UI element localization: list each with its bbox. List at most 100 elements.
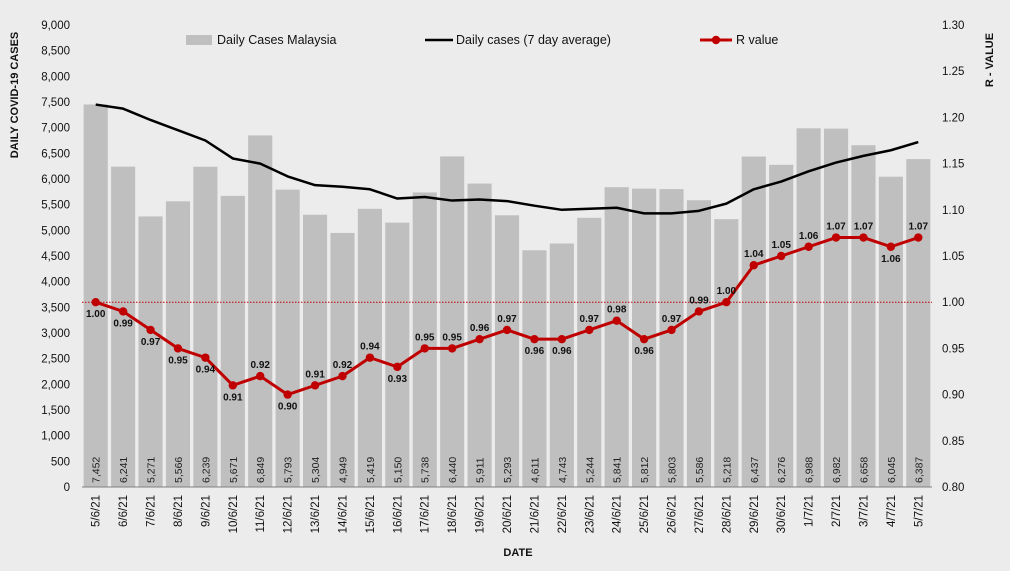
r-value-label: 1.06 <box>881 254 901 265</box>
y-axis-title: DAILY COVID-19 CASES <box>9 32 21 159</box>
y-tick-label: 5,000 <box>41 225 70 237</box>
y-tick-label: 1,500 <box>41 405 70 417</box>
r-value-label: 1.06 <box>799 231 819 242</box>
bar <box>714 219 739 487</box>
y2-tick-label: 0.95 <box>942 343 964 355</box>
r-value-label: 0.96 <box>634 346 654 357</box>
bar <box>659 189 684 488</box>
legend-label-avg: Daily cases (7 day average) <box>456 33 611 47</box>
r-value-marker <box>310 381 320 390</box>
x-tick-label: 7/6/21 <box>146 495 158 527</box>
bar-value-label: 6,276 <box>776 457 788 483</box>
bar-value-label: 5,566 <box>173 457 185 483</box>
r-value-label: 0.97 <box>497 314 517 325</box>
x-tick-label: 23/6/21 <box>584 495 596 533</box>
x-tick-label: 30/6/21 <box>776 495 788 533</box>
r-value-label: 0.99 <box>689 295 709 306</box>
bar-value-label: 4,611 <box>529 457 541 483</box>
y-tick-label: 8,500 <box>41 46 70 58</box>
bar-series: 7,452 6,241 5,271 5,566 6,239 5,671 6,849 5,793… <box>83 104 931 488</box>
average-line-group <box>95 103 919 215</box>
x-tick-label: 20/6/21 <box>502 495 514 533</box>
r-value-marker <box>283 390 292 399</box>
y2-tick-label: 1.30 <box>942 20 964 32</box>
bar <box>494 215 520 488</box>
bar <box>823 128 849 487</box>
r-value-marker <box>228 381 238 390</box>
y-tick-label: 7,500 <box>41 97 70 109</box>
x-tick-label: 4/7/21 <box>886 495 898 527</box>
x-tick-label: 24/6/21 <box>612 495 624 533</box>
r-value-marker <box>146 325 155 335</box>
x-tick-label: 3/7/21 <box>858 495 870 527</box>
x-tick-label: 14/6/21 <box>337 495 349 533</box>
bar-value-label: 6,387 <box>913 457 925 483</box>
y2-tick-label: 1.20 <box>942 112 964 124</box>
r-value-marker <box>256 371 265 381</box>
r-value-line-group: 1.00 0.99 0.97 0.95 0.94 0.91 0.92 0.90 0.91 0.92… <box>86 222 928 413</box>
r-value-marker <box>914 233 923 242</box>
bar <box>193 166 218 488</box>
x-tick-label: 18/6/21 <box>447 495 459 533</box>
bar-value-label: 4,743 <box>557 457 569 483</box>
x-tick-label: 19/6/21 <box>475 495 487 533</box>
r-value-marker <box>173 344 183 353</box>
avg-line <box>95 103 919 215</box>
x-tick-label: 27/6/21 <box>694 495 706 533</box>
bar <box>385 222 410 487</box>
bar-value-label: 5,841 <box>612 457 624 483</box>
bar-value-label: 5,150 <box>392 457 404 483</box>
bar <box>796 128 821 487</box>
x-tick-label: 22/6/21 <box>557 495 569 533</box>
r-value-label: 0.98 <box>607 305 627 316</box>
r-value-marker <box>722 298 731 307</box>
bar-value-label: 5,293 <box>502 457 514 483</box>
r-value-label: 0.95 <box>415 332 435 343</box>
bar <box>906 159 931 487</box>
bar-value-label: 6,045 <box>886 457 898 483</box>
r-value-marker <box>831 233 841 242</box>
y-tick-label: 2,000 <box>41 379 70 391</box>
bar-value-label: 5,218 <box>721 457 733 483</box>
bar-value-label: 6,988 <box>804 457 816 483</box>
bar-value-label: 5,911 <box>475 457 487 483</box>
x-tick-label: 6/6/21 <box>118 495 130 527</box>
r-value-marker <box>776 251 786 261</box>
bar-value-label: 6,658 <box>858 457 870 483</box>
y-tick-label: 9,000 <box>41 20 70 32</box>
y-tick-label: 4,500 <box>41 251 70 263</box>
y-tick-label: 7,000 <box>41 123 70 135</box>
y2-tick-label: 1.05 <box>942 251 964 263</box>
r-value-label: 1.00 <box>86 309 106 320</box>
bar-value-label: 5,671 <box>228 457 240 483</box>
axes-group: 0 500 1,000 1,500 2,000 2,500 3,000 3,500 4,000 4… <box>41 20 964 533</box>
x-tick-label: 17/6/21 <box>420 495 432 533</box>
r-value-label: 0.94 <box>196 365 216 376</box>
r-value-label: 0.96 <box>525 346 545 357</box>
y2-tick-label: 1.25 <box>942 66 964 78</box>
bar-value-label: 5,812 <box>639 457 651 483</box>
bar-value-label: 6,982 <box>831 457 843 483</box>
y2-tick-label: 1.10 <box>942 205 964 217</box>
y2-tick-label: 0.90 <box>942 390 964 402</box>
r-value-marker <box>365 353 375 362</box>
r-value-marker <box>612 316 621 325</box>
x-tick-label: 28/6/21 <box>721 495 733 533</box>
bar-value-label: 6,849 <box>255 457 267 483</box>
bar-value-label: 5,244 <box>584 457 596 483</box>
bar-value-label: 5,793 <box>283 457 295 483</box>
r-value-label: 0.94 <box>360 342 380 353</box>
bar <box>220 195 245 487</box>
r-value-marker <box>338 371 347 381</box>
r-value-marker <box>393 362 402 372</box>
y-tick-label: 2,500 <box>41 354 70 366</box>
r-value-label: 1.04 <box>744 249 764 260</box>
bar <box>604 187 629 487</box>
r-value-label: 0.99 <box>113 318 133 329</box>
legend: Daily Cases Malaysia Daily cases (7 day a… <box>186 33 778 47</box>
bar-value-label: 5,738 <box>420 457 432 483</box>
x-tick-label: 12/6/21 <box>283 495 295 533</box>
x-tick-label: 8/6/21 <box>173 495 185 527</box>
x-tick-label: 11/6/21 <box>255 495 267 533</box>
